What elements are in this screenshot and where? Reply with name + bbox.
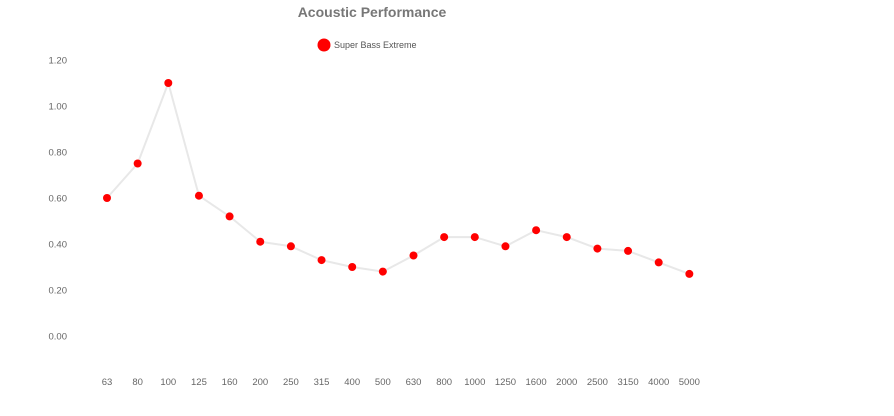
y-axis: 0.00 0.20 0.40 0.60 0.80 1.00 1.20 <box>49 56 68 343</box>
x-tick-label: 5000 <box>679 377 700 388</box>
x-tick-label: 315 <box>314 377 330 388</box>
x-tick-label: 630 <box>406 377 422 388</box>
data-point[interactable] <box>409 251 418 260</box>
x-tick-label: 63 <box>102 377 113 388</box>
data-point[interactable] <box>194 191 203 200</box>
data-point[interactable] <box>532 226 541 235</box>
y-tick-label: 1.20 <box>49 56 68 67</box>
legend-marker <box>317 38 331 52</box>
x-tick-label: 250 <box>283 377 299 388</box>
x-tick-label: 1600 <box>526 377 547 388</box>
y-tick-label: 0.40 <box>49 240 68 251</box>
y-tick-label: 1.00 <box>49 102 68 113</box>
x-tick-label: 400 <box>344 377 360 388</box>
data-point[interactable] <box>685 269 694 278</box>
x-axis: 63 80 100 125 160 200 250 315 400 500 630 800 1000 12… <box>102 377 700 388</box>
series-line <box>106 82 690 275</box>
data-point[interactable] <box>624 246 633 255</box>
data-point[interactable] <box>562 233 571 242</box>
data-point[interactable] <box>501 242 510 251</box>
data-point[interactable] <box>164 79 173 87</box>
x-tick-label: 2500 <box>587 377 608 388</box>
data-point[interactable] <box>286 242 295 251</box>
x-tick-label: 1000 <box>464 377 485 388</box>
y-tick-label: 0.80 <box>49 148 68 159</box>
x-tick-label: 125 <box>191 377 207 388</box>
data-point[interactable] <box>103 194 111 202</box>
data-point[interactable] <box>593 244 602 253</box>
x-tick-label: 500 <box>375 377 391 388</box>
y-tick-label: 0.60 <box>49 194 68 205</box>
x-tick-label: 800 <box>436 377 452 388</box>
x-tick-label: 200 <box>252 377 268 388</box>
chart-title: Acoustic Performance <box>298 4 447 20</box>
x-tick-label: 80 <box>132 377 143 388</box>
x-tick-label: 2000 <box>556 377 577 388</box>
x-tick-label: 4000 <box>648 377 669 388</box>
data-point[interactable] <box>348 263 357 271</box>
data-point[interactable] <box>654 258 663 267</box>
x-tick-label: 1250 <box>495 377 516 388</box>
data-point[interactable] <box>378 267 387 276</box>
legend-label: Super Bass Extreme <box>334 40 417 50</box>
series-line-group <box>106 82 690 275</box>
x-tick-label: 160 <box>222 377 238 388</box>
x-tick-label: 100 <box>160 377 176 388</box>
data-point[interactable] <box>256 237 265 246</box>
y-tick-label: 0.00 <box>49 332 68 343</box>
data-points <box>103 79 694 278</box>
data-point[interactable] <box>440 233 449 242</box>
data-point[interactable] <box>470 233 479 242</box>
data-point[interactable] <box>317 256 326 265</box>
legend[interactable]: Super Bass Extreme <box>317 38 417 52</box>
data-point[interactable] <box>225 212 234 221</box>
x-tick-label: 3150 <box>617 377 638 388</box>
data-point[interactable] <box>133 159 142 168</box>
y-tick-label: 0.20 <box>49 286 68 297</box>
